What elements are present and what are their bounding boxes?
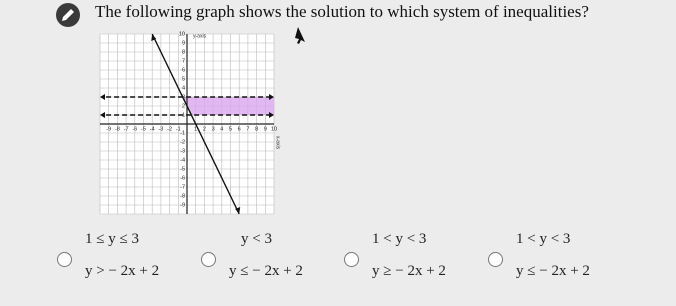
x-tick-label: 1: [194, 126, 197, 132]
x-tick-label: -3: [158, 126, 163, 132]
y-tick-label: 2: [182, 103, 185, 109]
arrow-head: [100, 94, 105, 100]
y-tick-label: -7: [180, 184, 185, 190]
y-tick-label: -9: [180, 202, 185, 208]
y-tick-label: -1: [180, 130, 185, 136]
y-tick-label: -2: [180, 139, 185, 145]
x-tick-label: 9: [264, 126, 267, 132]
y-tick-label: -4: [180, 157, 185, 163]
x-tick-label: 8: [255, 126, 258, 132]
arrow-head: [269, 112, 274, 118]
x-tick-label: -8: [115, 126, 120, 132]
arrow-head: [100, 112, 105, 118]
solution-region: [182, 97, 274, 115]
option-text[interactable]: y ≥ − 2x + 2: [372, 263, 446, 279]
pencil-glyph: [62, 9, 74, 21]
x-tick-label: -9: [106, 126, 111, 132]
y-tick-label: 8: [182, 49, 185, 55]
option-text[interactable]: y > − 2x + 2: [85, 263, 160, 279]
x-tick-label: 3: [212, 126, 215, 132]
y-tick-label: 3: [182, 94, 185, 100]
x-tick-label: -6: [132, 126, 137, 132]
x-tick-label: -7: [124, 126, 129, 132]
cursor: [295, 27, 305, 44]
x-tick-label: 5: [229, 126, 232, 132]
x-tick-label: -5: [141, 126, 146, 132]
radio-button[interactable]: [201, 252, 216, 267]
x-tick-label: -2: [167, 126, 172, 132]
x-tick-label: 6: [238, 126, 241, 132]
y-tick-label: 10: [179, 31, 185, 37]
option-text[interactable]: y < 3: [241, 231, 272, 247]
x-tick-label: -4: [150, 126, 155, 132]
question-text: The following graph shows the solution t…: [95, 2, 589, 21]
solid-boundary: [151, 33, 240, 215]
arrow-head: [269, 94, 274, 100]
x-tick-label: -1: [176, 126, 181, 132]
y-tick-label: 9: [182, 40, 185, 46]
option-text[interactable]: 1 ≤ y ≤ 3: [85, 231, 139, 247]
y-tick-label: 1: [182, 112, 185, 118]
option-text[interactable]: y ≤ − 2x + 2: [516, 263, 590, 279]
radio-button[interactable]: [344, 252, 359, 267]
y-tick-label: 6: [182, 67, 185, 73]
arrow-head: [151, 34, 157, 41]
option-text[interactable]: y ≤ − 2x + 2: [229, 263, 303, 279]
y-tick-label: -3: [180, 148, 185, 154]
y-tick-label: -8: [180, 193, 185, 199]
y-tick-label: 7: [182, 58, 185, 64]
radio-button[interactable]: [57, 252, 72, 267]
y-tick-label: -6: [180, 175, 185, 181]
y-axis-label: y-axis: [193, 33, 207, 39]
option-text[interactable]: 1 < y < 3: [516, 231, 571, 247]
y-tick-label: -5: [180, 166, 185, 172]
y-tick-label: 5: [182, 76, 185, 82]
x-tick-label: 2: [203, 126, 206, 132]
x-tick-label: 10: [271, 126, 277, 132]
option-text[interactable]: 1 < y < 3: [372, 231, 427, 247]
x-tick-label: 7: [246, 126, 249, 132]
y-tick-label: 4: [182, 85, 185, 91]
x-tick-label: 4: [220, 126, 223, 132]
x-axis-label: x-axis: [275, 136, 281, 150]
arrow-head: [235, 207, 241, 214]
radio-button[interactable]: [488, 252, 503, 267]
